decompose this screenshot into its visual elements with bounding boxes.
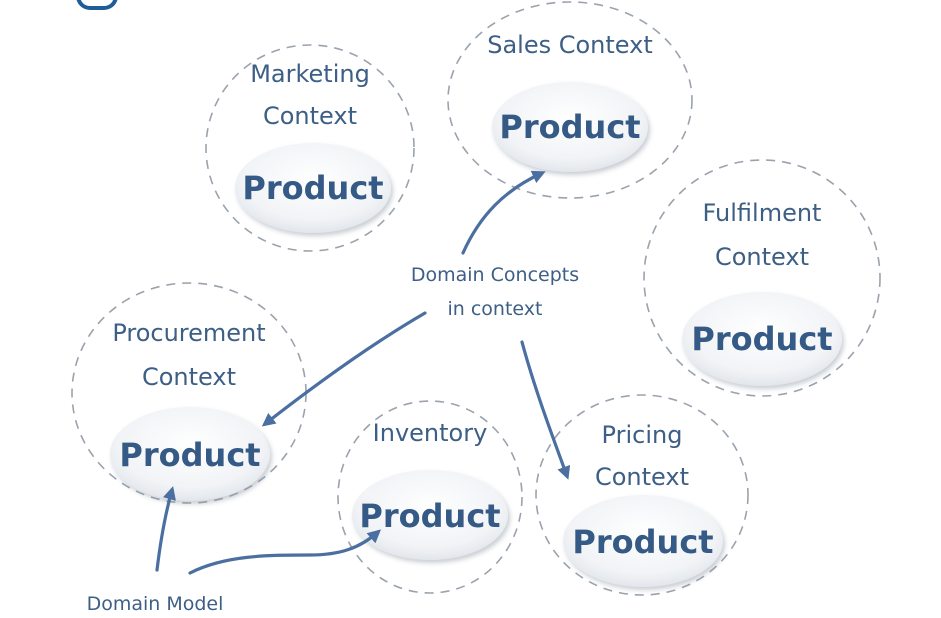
sales-product-oval	[492, 82, 648, 172]
arrow-domain-model-to-procurement	[155, 486, 176, 572]
marketing-product-label: Product	[242, 169, 383, 207]
sales-product-label: Product	[499, 108, 640, 146]
inventory-product-oval	[352, 470, 508, 560]
pricing-context-boundary	[535, 394, 749, 596]
inventory-context-boundary	[337, 400, 523, 594]
sales-context-boundary	[447, 1, 693, 199]
sales-context-title: Sales Context	[487, 31, 653, 59]
pricing-product-label: Product	[572, 523, 713, 561]
domain-concepts-label-line1: Domain Concepts	[411, 264, 579, 286]
arrow-to-pricing-context	[520, 340, 571, 480]
sales-context: Sales Context Product	[447, 1, 693, 199]
fulfilment-context-title-line2: Context	[715, 243, 809, 271]
top-edge-accent	[0, 0, 941, 10]
fulfilment-context: Fulfilment Context Product	[643, 159, 881, 397]
fulfilment-context-title-line1: Fulfilment	[703, 199, 822, 227]
marketing-product-oval	[235, 143, 391, 233]
procurement-context-title-line2: Context	[142, 363, 236, 391]
procurement-product-label: Product	[119, 436, 260, 474]
procurement-context-title-line1: Procurement	[112, 319, 265, 347]
procurement-product-oval	[110, 407, 270, 501]
marketing-context: Marketing Context Product	[205, 44, 415, 252]
pricing-context-title-line1: Pricing	[602, 421, 683, 449]
inventory-product-label: Product	[359, 497, 500, 535]
inventory-context-title: Inventory	[373, 419, 488, 447]
marketing-context-title-line2: Context	[263, 102, 357, 130]
marketing-context-boundary	[205, 44, 415, 252]
marketing-context-title-line1: Marketing	[250, 60, 370, 88]
pricing-context-title-line2: Context	[595, 463, 689, 491]
domain-concepts-label-line2: in context	[448, 298, 543, 320]
fulfilment-product-label: Product	[691, 320, 832, 358]
arrow-to-procurement-product	[261, 311, 427, 427]
procurement-context: Procurement Context Product	[71, 282, 307, 504]
arrow-to-sales-product	[461, 170, 546, 255]
fulfilment-product-oval	[682, 292, 842, 386]
fulfilment-context-boundary	[643, 159, 881, 397]
inventory-context: Inventory Product	[337, 400, 523, 594]
pricing-product-oval	[563, 495, 723, 587]
pricing-context: Pricing Context Product	[535, 394, 749, 596]
domain-model-label: Domain Model	[87, 593, 224, 615]
arrow-domain-model-to-inventory	[188, 529, 382, 575]
